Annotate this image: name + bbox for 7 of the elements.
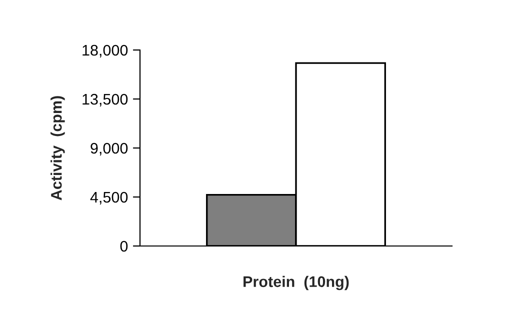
y-tick-label: 4,500 — [90, 192, 128, 204]
y-tick-label: 9,000 — [90, 142, 128, 156]
y-axis-title: Activity (cpm) — [50, 96, 65, 200]
y-tick-label: 18,000 — [82, 44, 128, 58]
y-tick-label: 0 — [120, 240, 128, 252]
x-axis-title: Protein (10ng) — [244, 276, 349, 290]
y-tick-label: 13,500 — [82, 94, 128, 106]
